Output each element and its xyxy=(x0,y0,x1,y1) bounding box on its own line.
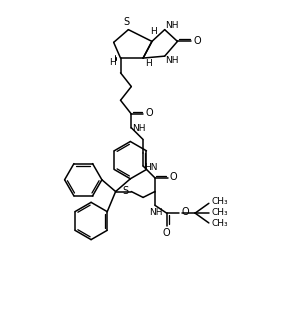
Text: O: O xyxy=(170,172,177,182)
Text: H: H xyxy=(109,59,116,67)
Text: NH: NH xyxy=(165,56,178,65)
Text: H: H xyxy=(151,27,157,36)
Text: HN: HN xyxy=(144,162,158,172)
Text: S: S xyxy=(123,17,129,27)
Text: NH: NH xyxy=(149,208,163,217)
Text: O: O xyxy=(181,207,189,217)
Text: O: O xyxy=(163,228,170,238)
Text: NH: NH xyxy=(165,21,178,30)
Text: CH₃: CH₃ xyxy=(211,197,228,206)
Text: O: O xyxy=(145,108,153,118)
Text: O: O xyxy=(193,37,201,47)
Text: CH₃: CH₃ xyxy=(211,219,228,228)
Text: CH₃: CH₃ xyxy=(211,208,228,217)
Text: NH: NH xyxy=(132,124,146,133)
Text: H: H xyxy=(145,60,151,68)
Text: S: S xyxy=(122,186,129,196)
